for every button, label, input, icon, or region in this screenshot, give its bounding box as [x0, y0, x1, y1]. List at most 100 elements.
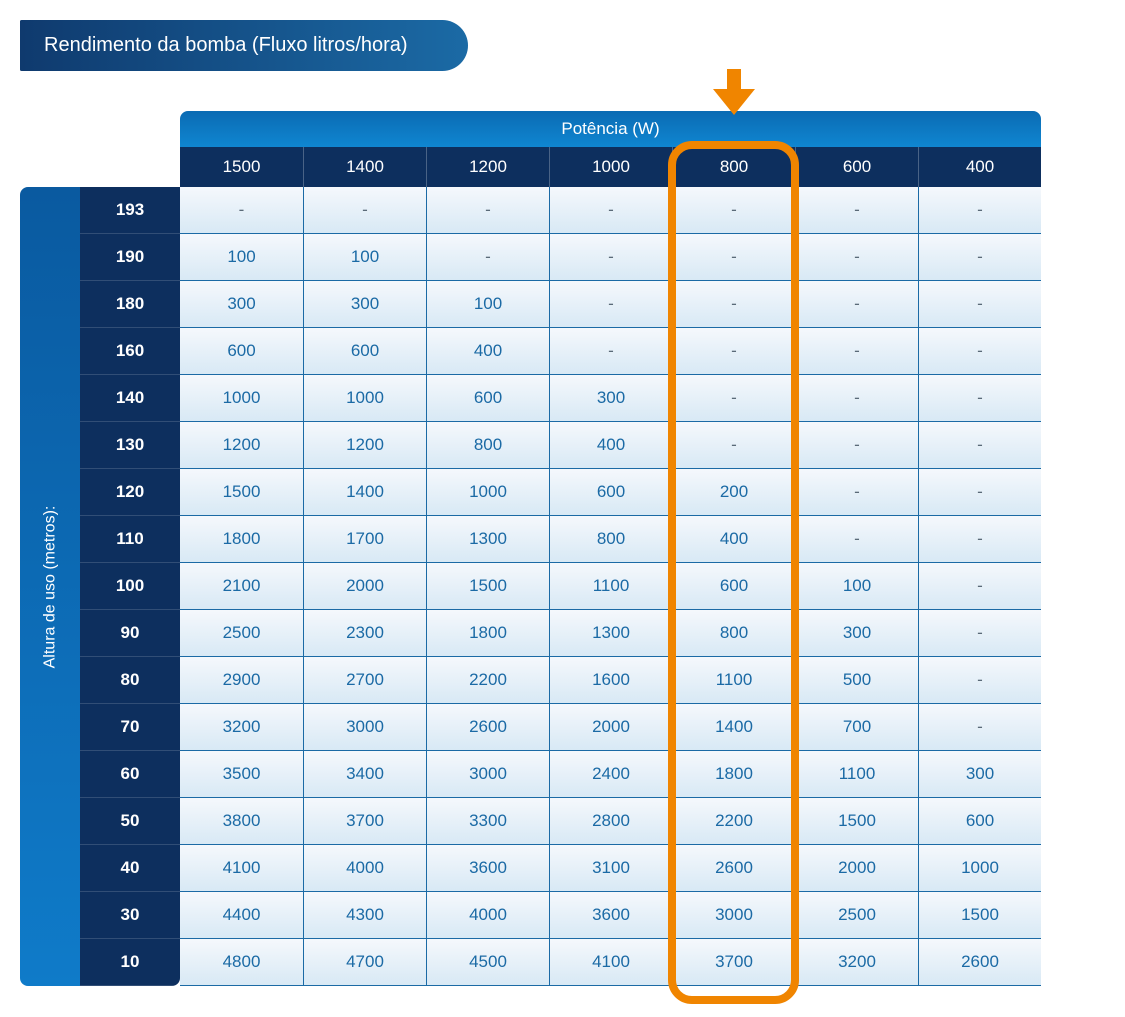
- table-cell: 2100: [180, 563, 303, 610]
- table-cell: 600: [918, 798, 1041, 845]
- table-cell: 600: [180, 328, 303, 375]
- table-cell: 2500: [180, 610, 303, 657]
- table-cell: 600: [672, 563, 795, 610]
- table-cell: 1000: [918, 845, 1041, 892]
- row-header: 190: [80, 234, 180, 281]
- title-banner: Rendimento da bomba (Fluxo litros/hora): [20, 20, 468, 71]
- table-cell: -: [672, 328, 795, 375]
- vertical-axis-label: Altura de uso (metros):: [20, 187, 80, 986]
- table-cell: 800: [672, 610, 795, 657]
- table-cell: 3600: [549, 892, 672, 939]
- table-cell: -: [918, 563, 1041, 610]
- column-header: 1500: [180, 147, 303, 187]
- table-cell: 4000: [303, 845, 426, 892]
- row-header: 70: [80, 704, 180, 751]
- table-cell: 3800: [180, 798, 303, 845]
- row-header: 30: [80, 892, 180, 939]
- table-cell: 800: [426, 422, 549, 469]
- table-layout: Altura de uso (metros): 1931901801601401…: [20, 111, 1105, 986]
- table-cell: 1700: [303, 516, 426, 563]
- table-cell: 1400: [303, 469, 426, 516]
- table-cell: 3300: [426, 798, 549, 845]
- table-cell: 700: [795, 704, 918, 751]
- table-cell: 300: [918, 751, 1041, 798]
- table-cell: -: [426, 234, 549, 281]
- table-cell: 1000: [303, 375, 426, 422]
- table-cell: -: [918, 281, 1041, 328]
- row-header: 100: [80, 563, 180, 610]
- table-cell: -: [303, 187, 426, 234]
- table-cell: 2900: [180, 657, 303, 704]
- table-cell: 2500: [795, 892, 918, 939]
- table-cell: 3200: [180, 704, 303, 751]
- table-cell: 2800: [549, 798, 672, 845]
- table-cell: 4700: [303, 939, 426, 986]
- table-cell: -: [795, 422, 918, 469]
- table-cell: 1100: [549, 563, 672, 610]
- row-headers: 1931901801601401301201101009080706050403…: [80, 187, 180, 986]
- top-header: Potência (W): [180, 111, 1041, 147]
- row-header: 80: [80, 657, 180, 704]
- main-table: Potência (W) 1500140012001000800600400 -…: [180, 111, 1041, 986]
- table-cell: 3200: [795, 939, 918, 986]
- row-header: 130: [80, 422, 180, 469]
- table-cell: 800: [549, 516, 672, 563]
- row-header: 60: [80, 751, 180, 798]
- table-cell: 3500: [180, 751, 303, 798]
- table-cell: 1100: [795, 751, 918, 798]
- row-header: 140: [80, 375, 180, 422]
- column-header: 800: [672, 147, 795, 187]
- table-cell: 1600: [549, 657, 672, 704]
- table-cell: -: [795, 281, 918, 328]
- table-cell: 600: [426, 375, 549, 422]
- table-cell: 2000: [549, 704, 672, 751]
- table-cell: 3600: [426, 845, 549, 892]
- table-cell: -: [180, 187, 303, 234]
- table-cell: 600: [303, 328, 426, 375]
- table-cell: 1500: [426, 563, 549, 610]
- row-header: 180: [80, 281, 180, 328]
- table-cell: 1800: [426, 610, 549, 657]
- table-cell: -: [426, 187, 549, 234]
- table-cell: 1300: [426, 516, 549, 563]
- table-cell: 3700: [672, 939, 795, 986]
- table-cell: 300: [180, 281, 303, 328]
- table-cell: 500: [795, 657, 918, 704]
- table-cell: -: [918, 328, 1041, 375]
- table-cell: -: [672, 422, 795, 469]
- table-cell: 1500: [918, 892, 1041, 939]
- table-cell: -: [795, 469, 918, 516]
- table-cell: 1100: [672, 657, 795, 704]
- table-cell: 4400: [180, 892, 303, 939]
- table-cell: -: [918, 610, 1041, 657]
- table-cell: 3000: [672, 892, 795, 939]
- vertical-axis-text: Altura de uso (metros):: [41, 505, 59, 668]
- table-cell: 1200: [303, 422, 426, 469]
- table-cell: -: [549, 281, 672, 328]
- table-cell: 1000: [426, 469, 549, 516]
- table-cell: -: [795, 187, 918, 234]
- table-cell: 1800: [672, 751, 795, 798]
- row-header: 110: [80, 516, 180, 563]
- table-cell: 1300: [549, 610, 672, 657]
- row-header: 50: [80, 798, 180, 845]
- column-header: 1000: [549, 147, 672, 187]
- table-cell: -: [549, 328, 672, 375]
- title-text: Rendimento da bomba (Fluxo litros/hora): [44, 34, 408, 56]
- table-cell: 1200: [180, 422, 303, 469]
- table-cell: 2200: [672, 798, 795, 845]
- table-cell: -: [549, 234, 672, 281]
- table-cell: 300: [549, 375, 672, 422]
- row-header: 193: [80, 187, 180, 234]
- table-cell: 4100: [180, 845, 303, 892]
- table-cell: 4500: [426, 939, 549, 986]
- table-cell: -: [672, 187, 795, 234]
- table-cell: 3700: [303, 798, 426, 845]
- table-cell: 2600: [918, 939, 1041, 986]
- table-cell: 2200: [426, 657, 549, 704]
- table-cell: 100: [426, 281, 549, 328]
- table-cell: 400: [549, 422, 672, 469]
- table-cell: 3400: [303, 751, 426, 798]
- table-cell: 2700: [303, 657, 426, 704]
- data-grid: -------100100-----300300100----600600400…: [180, 187, 1041, 986]
